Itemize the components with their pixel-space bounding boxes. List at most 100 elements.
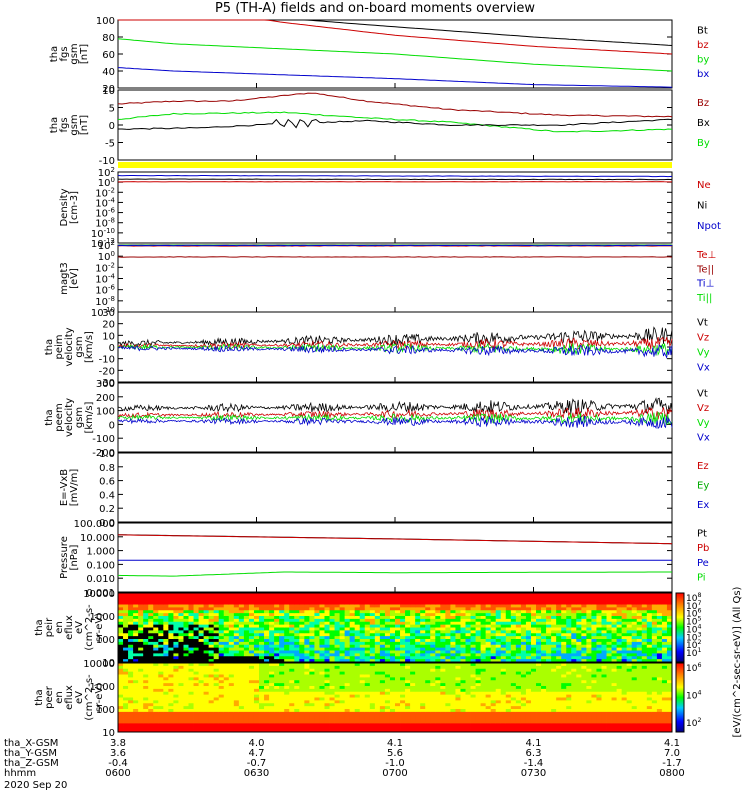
heatmap-cell bbox=[163, 668, 169, 673]
heatmap-cell bbox=[460, 613, 466, 617]
heatmap-cell bbox=[218, 691, 225, 696]
heatmap-cell bbox=[208, 706, 215, 710]
heatmap-cell bbox=[238, 674, 245, 678]
heatmap-cell bbox=[470, 653, 476, 657]
heatmap-cell bbox=[374, 604, 381, 608]
heatmap-cell bbox=[364, 683, 371, 687]
heatmap-cell bbox=[480, 601, 487, 605]
heatmap-cell bbox=[601, 653, 607, 657]
heatmap-cell bbox=[420, 680, 426, 684]
heatmap-cell bbox=[188, 633, 194, 637]
heatmap-cell bbox=[128, 703, 134, 707]
heatmap-cell bbox=[118, 703, 124, 707]
heatmap-cell bbox=[178, 618, 184, 623]
heatmap-cell bbox=[274, 607, 280, 611]
heatmap-cell bbox=[279, 639, 285, 643]
heatmap-cell bbox=[601, 659, 607, 663]
heatmap-cell bbox=[425, 610, 431, 614]
heatmap-cell bbox=[329, 610, 335, 614]
heatmap-cell bbox=[299, 720, 305, 724]
heatmap-cell bbox=[304, 683, 310, 687]
heatmap-cell bbox=[651, 659, 658, 663]
heatmap-cell bbox=[374, 624, 381, 628]
heatmap-cell bbox=[606, 633, 612, 637]
heatmap-cell bbox=[606, 607, 612, 611]
heatmap-cell bbox=[213, 647, 220, 651]
heatmap-cell bbox=[233, 683, 240, 687]
heatmap-cell bbox=[369, 593, 376, 597]
heatmap-cell bbox=[218, 663, 225, 667]
heatmap-cell bbox=[384, 656, 391, 660]
heatmap-cell bbox=[329, 700, 335, 704]
heatmap-cell bbox=[123, 656, 129, 660]
heatmap-cell bbox=[470, 688, 476, 693]
heatmap-cell bbox=[505, 674, 512, 678]
heatmap-cell bbox=[400, 607, 406, 611]
heatmap-cell bbox=[228, 703, 235, 707]
heatmap-cell bbox=[495, 697, 502, 701]
heatmap-cell bbox=[495, 630, 502, 634]
heatmap-cell bbox=[158, 717, 164, 721]
heatmap-cell bbox=[475, 624, 482, 628]
heatmap-cell bbox=[133, 723, 139, 727]
heatmap-cell bbox=[395, 720, 401, 724]
heatmap-cell bbox=[314, 709, 320, 713]
heatmap-cell bbox=[208, 677, 215, 681]
heatmap-cell bbox=[173, 717, 179, 721]
heatmap-cell bbox=[193, 644, 199, 649]
heatmap-cell bbox=[198, 663, 205, 667]
heatmap-cell bbox=[153, 613, 159, 617]
heatmap-cell bbox=[465, 697, 471, 701]
heatmap-cell bbox=[354, 691, 361, 696]
heatmap-cell bbox=[651, 627, 658, 631]
heatmap-cell bbox=[626, 610, 633, 614]
heatmap-cell bbox=[163, 663, 169, 667]
heatmap-cell bbox=[415, 639, 421, 643]
heatmap-cell bbox=[611, 607, 617, 611]
heatmap-cell bbox=[586, 636, 592, 640]
heatmap-cell bbox=[480, 650, 487, 654]
heatmap-cell bbox=[314, 706, 320, 710]
heatmap-cell bbox=[389, 677, 396, 681]
heatmap-cell bbox=[430, 618, 436, 623]
heatmap-cell bbox=[334, 714, 340, 719]
heatmap-cell bbox=[666, 636, 673, 640]
heatmap-cell bbox=[359, 656, 366, 660]
heatmap-cell bbox=[218, 714, 225, 719]
heatmap-cell bbox=[425, 621, 431, 626]
heatmap-cell bbox=[334, 726, 340, 730]
heatmap-cell bbox=[279, 668, 285, 673]
heatmap-cell bbox=[183, 604, 189, 608]
heatmap-cell bbox=[611, 659, 617, 663]
heatmap-cell bbox=[284, 601, 290, 605]
heatmap-cell bbox=[118, 604, 124, 608]
heatmap-cell bbox=[440, 723, 446, 727]
heatmap-cell bbox=[561, 653, 567, 657]
heatmap-cell bbox=[435, 633, 441, 637]
heatmap-cell bbox=[656, 601, 663, 605]
heatmap-cell bbox=[253, 618, 260, 623]
heatmap-cell bbox=[354, 595, 361, 600]
heatmap-cell bbox=[208, 616, 215, 620]
heatmap-cell bbox=[238, 644, 245, 649]
heatmap-cell bbox=[349, 703, 356, 707]
heatmap-cell bbox=[294, 711, 300, 716]
heatmap-cell bbox=[173, 630, 179, 634]
heatmap-cell bbox=[183, 639, 189, 643]
heatmap-cell bbox=[536, 633, 542, 637]
heatmap-cell bbox=[405, 697, 411, 701]
heatmap-cell bbox=[168, 636, 174, 640]
heatmap-cell bbox=[525, 709, 532, 713]
heatmap-cell bbox=[470, 616, 476, 620]
heatmap-cell bbox=[289, 650, 295, 654]
heatmap-cell bbox=[631, 644, 638, 649]
heatmap-cell bbox=[400, 598, 406, 603]
heatmap-cell bbox=[319, 653, 325, 657]
legend-entry: Pt bbox=[697, 528, 707, 539]
legend-entry: Vy bbox=[697, 348, 710, 359]
heatmap-cell bbox=[495, 604, 502, 608]
heatmap-cell bbox=[264, 624, 270, 628]
plot-title: P5 (TH-A) fields and on-board moments ov… bbox=[214, 1, 536, 16]
heatmap-cell bbox=[420, 706, 426, 710]
heatmap-cell bbox=[520, 616, 527, 620]
